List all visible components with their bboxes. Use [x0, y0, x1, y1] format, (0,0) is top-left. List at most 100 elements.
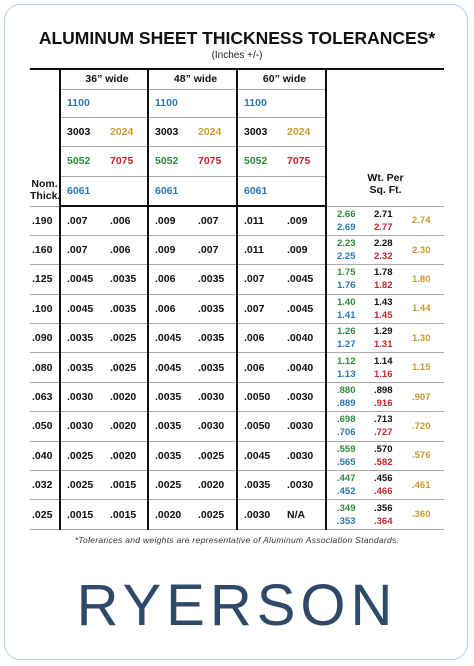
tolerance: .0020: [192, 470, 237, 501]
tolerance: .006: [236, 352, 281, 383]
weight-header: Wt. Per Sq. Ft.: [325, 68, 444, 207]
weight: 2.66: [337, 208, 356, 220]
tolerance: .0015: [104, 470, 148, 501]
tolerance: .0045: [59, 264, 104, 295]
tolerance: .0040: [281, 352, 326, 383]
weight-cell: 2.66 2.69: [325, 206, 370, 236]
tolerance: .0045: [147, 352, 192, 383]
tolerance: .0025: [59, 441, 104, 472]
weight: .916: [374, 398, 393, 410]
tolerance: .0030: [281, 441, 326, 472]
tolerance: .0035: [192, 352, 237, 383]
weight-cell: .447.452: [325, 470, 370, 501]
tolerance: .0035: [59, 323, 104, 354]
tolerance: .011: [236, 206, 281, 236]
tolerance: .0020: [104, 441, 148, 472]
weight: .356: [374, 502, 393, 514]
alloy: 3003: [147, 117, 192, 147]
thickness-header: Nom. Thick.: [30, 68, 60, 207]
tolerance: .0050: [236, 411, 281, 442]
thickness: .100: [30, 294, 60, 325]
weight: 2.23: [337, 238, 356, 250]
weight: 1.82: [374, 280, 393, 292]
alloy-row: 3003 2024 3003 2024 3003 2024: [30, 117, 444, 147]
alloy: 1100: [147, 89, 237, 118]
tolerance: .0035: [192, 264, 237, 295]
tolerance: .0030: [59, 411, 104, 442]
tolerance: .0045: [281, 264, 326, 295]
alloy: 7075: [104, 146, 148, 177]
alloy: 6061: [236, 176, 326, 207]
weight-cell: .898.916: [370, 382, 408, 413]
weight: 1.41: [337, 309, 356, 321]
weight-cell: .559.565: [325, 441, 370, 472]
weight: .559: [337, 443, 356, 455]
weight: 1.78: [374, 267, 393, 279]
weight: 1.27: [337, 339, 356, 351]
data-row: .100.0045.0035.006.0035.007.0045 1.40 1.41…: [30, 294, 444, 325]
tolerance: .0030: [59, 382, 104, 413]
weight: 2.30: [408, 235, 444, 266]
tolerance: .0040: [281, 323, 326, 354]
weight-cell: 2.23 2.25: [325, 235, 370, 266]
footnote: *Tolerances and weights are representati…: [74, 535, 400, 545]
weight: 1.16: [374, 368, 393, 380]
tolerance: .0035: [236, 470, 281, 501]
weight-cell: .570.582: [370, 441, 408, 472]
thickness: .050: [30, 411, 60, 442]
weight: 1.75: [337, 267, 356, 279]
tolerance: .0025: [59, 470, 104, 501]
tolerance: .0030: [192, 411, 237, 442]
weight-cell: 1.40 1.41: [325, 294, 370, 325]
tolerance: .0035: [147, 441, 192, 472]
tolerance: .006: [236, 323, 281, 354]
tolerance: .0045: [281, 294, 326, 325]
weight: 1.76: [337, 280, 356, 292]
data-row: .090.0035.0025.0045.0035.006.0040 1.26 1.2…: [30, 323, 444, 354]
brand-logo: RYERSON: [76, 573, 398, 638]
thickness: .160: [30, 235, 60, 266]
weight: 2.71: [374, 208, 393, 220]
weight: .570: [374, 443, 393, 455]
tolerance: .007: [59, 206, 104, 236]
alloy: 6061: [147, 176, 237, 207]
alloy: 6061: [59, 176, 148, 207]
weight: 1.14: [374, 355, 393, 367]
weight: 1.31: [374, 339, 393, 351]
data-row: .063.0030.0020.0035.0030.0050.0030.880.8…: [30, 382, 444, 413]
width-header: 36” wide: [59, 68, 148, 90]
alloy: 5052: [147, 146, 192, 177]
tolerance: .0020: [147, 499, 192, 530]
alloy-row: 5052 7075 5052 7075 5052 7075: [30, 146, 444, 177]
tolerance: .009: [281, 206, 326, 236]
tolerance: .009: [147, 206, 192, 236]
weight: 2.69: [337, 221, 356, 233]
weight: .353: [337, 515, 356, 527]
weight-cell: 2.71 2.77: [370, 206, 408, 236]
tolerance: .006: [147, 264, 192, 295]
weight: .461: [408, 470, 444, 501]
tolerance: .0045: [59, 294, 104, 325]
alloy-row: 1100 1100 1100: [30, 89, 444, 118]
weight-cell: .698.706: [325, 411, 370, 442]
weight: .466: [374, 486, 393, 498]
thickness: .080: [30, 352, 60, 383]
alloy: 2024: [104, 117, 148, 147]
weight: .360: [408, 499, 444, 530]
alloy: 3003: [236, 117, 281, 147]
data-row: .040.0025.0020.0035.0025.0045.0030.559.5…: [30, 441, 444, 472]
tolerance: .011: [236, 235, 281, 266]
tolerance: .0025: [192, 499, 237, 530]
tolerance: .0045: [147, 323, 192, 354]
tolerance: .0030: [192, 382, 237, 413]
tolerance: .0025: [104, 352, 148, 383]
weight: 2.74: [408, 206, 444, 236]
tolerance: .0030: [236, 499, 281, 530]
weight: 2.25: [337, 251, 356, 263]
weight: .706: [337, 427, 356, 439]
thickness-header-line: Nom.: [31, 177, 58, 190]
weight: 1.80: [408, 264, 444, 295]
tolerance: N/A: [281, 499, 326, 530]
tolerance: .007: [192, 206, 237, 236]
weight: 2.28: [374, 238, 393, 250]
